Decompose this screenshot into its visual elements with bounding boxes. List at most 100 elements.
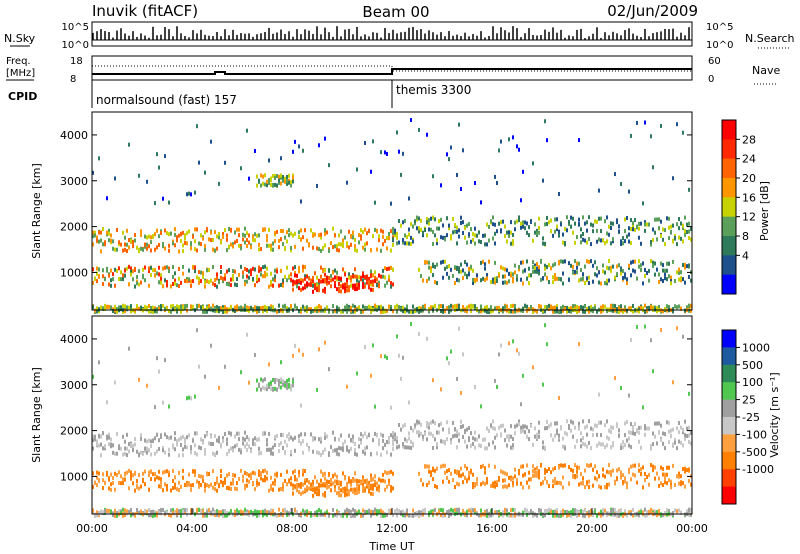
power-cell: [144, 234, 146, 239]
velocity-cell: [434, 437, 436, 442]
velocity-cell: [620, 508, 622, 513]
velocity-cell: [674, 440, 676, 445]
velocity-cell: [534, 469, 536, 474]
velocity-cell: [376, 487, 378, 492]
power-cell: [324, 279, 326, 284]
power-cell: [236, 283, 238, 288]
power-cell: [644, 120, 646, 125]
power-cell: [638, 259, 640, 264]
power-cell: [146, 246, 148, 251]
power-cell: [186, 308, 188, 313]
velocity-cell: [100, 453, 102, 458]
power-cell: [470, 239, 472, 244]
power-cell: [634, 218, 636, 223]
power-cell: [310, 282, 312, 287]
velocity-cell: [552, 437, 554, 442]
velocity-cell: [522, 373, 524, 378]
velocity-cell: [232, 481, 234, 486]
power-cell: [212, 303, 214, 308]
velocity-cell: [412, 513, 414, 518]
power-cell: [522, 224, 524, 229]
velocity-cell: [178, 488, 180, 493]
velocity-cell: [338, 490, 340, 495]
power-cell: [266, 272, 268, 277]
velocity-cell: [182, 468, 184, 473]
power-cell: [658, 304, 660, 309]
velocity-cell: [356, 490, 358, 495]
velocity-cell: [516, 348, 518, 353]
power-cell: [580, 305, 582, 310]
velocity-cell: [498, 352, 500, 357]
velocity-cell: [526, 512, 528, 517]
velocity-cell: [638, 463, 640, 468]
velocity-cell: [166, 469, 168, 474]
power-cell: [506, 308, 508, 313]
power-cell: [426, 216, 428, 221]
power-cell: [450, 234, 452, 239]
power-cell: [198, 303, 200, 308]
power-cell: [544, 263, 546, 268]
power-cell: [352, 285, 354, 290]
power-cell: [118, 240, 120, 245]
power-cell: [488, 224, 490, 229]
velocity-cell: [346, 445, 348, 450]
velocity-ylabel: Slant Range [km]: [30, 367, 43, 463]
power-cell: [266, 179, 268, 184]
velocity-cell: [610, 509, 612, 514]
velocity-cell: [566, 513, 568, 518]
velocity-cell: [678, 481, 680, 486]
velocity-cell: [188, 395, 190, 400]
power-cell: [348, 272, 350, 277]
power-cell: [548, 307, 550, 312]
power-cell: [286, 179, 288, 184]
power-cell: [532, 309, 534, 314]
velocity-cell: [570, 419, 572, 424]
power-cell: [172, 275, 174, 280]
power-cell: [400, 306, 402, 311]
power-cell: [668, 225, 670, 230]
velocity-cell: [148, 473, 150, 478]
power-cell: [500, 139, 502, 144]
power-cell: [390, 248, 392, 253]
velocity-cell: [510, 424, 512, 429]
velocity-cell: [630, 477, 632, 482]
power-cell: [420, 306, 422, 311]
velocity-cell: [140, 433, 142, 438]
velocity-cell: [628, 467, 630, 472]
velocity-cell: [182, 447, 184, 452]
power-cell: [594, 260, 596, 265]
velocity-cell: [344, 476, 346, 481]
power-cell: [512, 272, 514, 277]
velocity-cell: [584, 513, 586, 518]
power-cell: [508, 233, 510, 238]
power-cell: [458, 303, 460, 308]
power-cell: [380, 309, 382, 314]
velocity-cell: [112, 481, 114, 486]
power-cell: [688, 263, 690, 268]
power-ytick-label: 3000: [60, 175, 88, 188]
velocity-cell: [638, 425, 640, 430]
velocity-cell: [576, 509, 578, 514]
velocity-cell: [220, 473, 222, 478]
velocity-cell: [500, 343, 502, 348]
power-cell: [136, 245, 138, 250]
power-cell: [662, 237, 664, 242]
power-cell: [420, 273, 422, 278]
velocity-cell: [150, 477, 152, 482]
velocity-cell: [596, 423, 598, 428]
velocity-cell: [134, 488, 136, 493]
velocity-cell: [652, 369, 654, 374]
power-cell: [472, 237, 474, 242]
velocity-cell: [288, 432, 290, 437]
power-cell: [640, 305, 642, 310]
velocity-cell: [686, 434, 688, 439]
velocity-cell: [466, 479, 468, 484]
power-cell: [240, 305, 242, 310]
power-cell: [508, 231, 510, 236]
power-cell: [314, 286, 316, 291]
power-cell: [160, 276, 162, 281]
power-cell: [278, 180, 280, 185]
power-cell: [370, 305, 372, 310]
power-cell: [532, 260, 534, 265]
velocity-cell: [250, 476, 252, 481]
